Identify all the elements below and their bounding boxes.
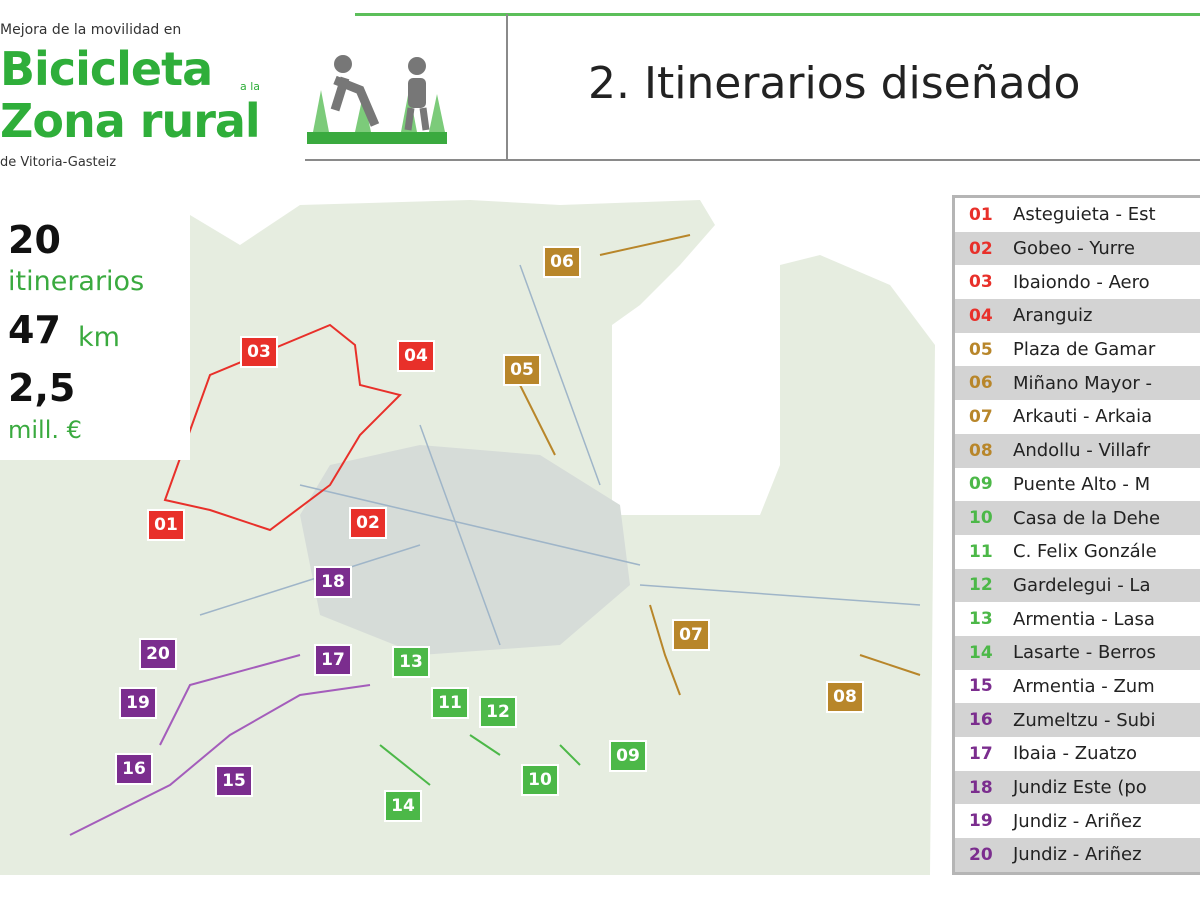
legend-row: 02 Gobeo - Yurre xyxy=(955,231,1200,266)
legend-route-name: Arkauti - Arkaia xyxy=(1013,406,1153,428)
itineraries-count: 20 xyxy=(8,218,61,262)
route-label-08: 08 xyxy=(828,683,862,711)
route-label-14: 14 xyxy=(386,792,420,820)
legend-number: 01 xyxy=(969,204,993,225)
legend-row: 17 Ibaia - Zuatzo xyxy=(955,737,1200,771)
route-map xyxy=(0,200,935,875)
header-accent-line xyxy=(355,13,1200,16)
legend-number: 09 xyxy=(969,474,993,495)
legend-route-name: Armentia - Lasa xyxy=(1013,608,1155,630)
legend-route-name: C. Felix Gonzále xyxy=(1013,541,1157,563)
legend-number: 08 xyxy=(969,440,993,461)
brand-line-2: Zona rural xyxy=(0,94,261,148)
cyclist-pedestrian-icon xyxy=(307,55,447,144)
route-legend: 01 Asteguieta - Est 02 Gobeo - Yurre 03 Ibaio… xyxy=(952,195,1200,875)
route-label-15: 15 xyxy=(217,767,251,795)
legend-route-name: Lasarte - Berros xyxy=(1013,642,1156,664)
brand-subtitle-top: Mejora de la movilidad en xyxy=(0,22,182,38)
stats-panel: 20 itinerarios 47 km 2,5 mill. € xyxy=(0,210,190,460)
budget-label: mill. € xyxy=(8,416,82,444)
route-label-03: 03 xyxy=(242,338,276,366)
legend-row: 09 Puente Alto - M xyxy=(955,468,1200,502)
legend-number: 05 xyxy=(969,339,993,360)
legend-row: 11 C. Felix Gonzále xyxy=(955,535,1200,569)
legend-row: 03 Ibaiondo - Aero xyxy=(955,265,1200,299)
legend-number: 12 xyxy=(969,575,993,596)
route-label-11: 11 xyxy=(433,689,467,717)
legend-route-name: Ibaiondo - Aero xyxy=(1013,271,1150,293)
km-label: km xyxy=(78,322,120,353)
route-label-18: 18 xyxy=(316,568,350,596)
header-divider xyxy=(305,159,1200,161)
legend-number: 07 xyxy=(969,406,993,427)
legend-row: 19 Jundiz - Ariñez xyxy=(955,804,1200,838)
route-label-10: 10 xyxy=(523,766,557,794)
legend-route-name: Casa de la Dehe xyxy=(1013,507,1161,529)
legend-route-name: Puente Alto - M xyxy=(1013,473,1151,495)
legend-route-name: Ibaia - Zuatzo xyxy=(1013,743,1138,765)
legend-row: 14 Lasarte - Berros xyxy=(955,635,1200,670)
legend-row: 13 Armentia - Lasa xyxy=(955,602,1200,636)
legend-route-name: Plaza de Gamar xyxy=(1013,339,1156,361)
legend-number: 16 xyxy=(969,710,993,731)
route-label-02: 02 xyxy=(351,509,385,537)
route-label-13: 13 xyxy=(394,648,428,676)
legend-number: 20 xyxy=(969,844,993,865)
km-value: 47 xyxy=(8,308,61,352)
route-label-12: 12 xyxy=(481,698,515,726)
route-label-16: 16 xyxy=(117,755,151,783)
legend-route-name: Armentia - Zum xyxy=(1013,675,1155,697)
route-label-19: 19 xyxy=(121,689,155,717)
route-label-01: 01 xyxy=(149,511,183,539)
route-label-04: 04 xyxy=(399,342,433,370)
legend-route-name: Aranguiz xyxy=(1013,305,1093,327)
legend-number: 06 xyxy=(969,373,993,394)
legend-route-name: Gardelegui - La xyxy=(1013,574,1151,596)
brand-subtitle-bottom: de Vitoria-Gasteiz xyxy=(0,155,117,170)
legend-row: 16 Zumeltzu - Subi xyxy=(955,703,1200,737)
legend-route-name: Andollu - Villafr xyxy=(1013,440,1151,462)
legend-number: 14 xyxy=(969,642,993,663)
legend-number: 19 xyxy=(969,811,993,832)
legend-row: 06 Miñano Mayor - xyxy=(955,366,1200,401)
legend-number: 11 xyxy=(969,541,993,562)
legend-number: 18 xyxy=(969,777,993,798)
itineraries-label: itinerarios xyxy=(8,266,145,297)
legend-route-name: Asteguieta - Est xyxy=(1013,204,1156,226)
header-vertical-divider xyxy=(506,14,508,160)
brand-line-1: Bicicleta xyxy=(0,42,213,96)
legend-route-name: Jundiz Este (po xyxy=(1013,777,1147,799)
legend-row: 20 Jundiz - Ariñez xyxy=(955,838,1200,872)
legend-number: 17 xyxy=(969,743,993,764)
legend-number: 02 xyxy=(969,238,993,259)
legend-route-name: Gobeo - Yurre xyxy=(1013,238,1135,260)
legend-number: 04 xyxy=(969,305,993,326)
legend-row: 08 Andollu - Villafr xyxy=(955,433,1200,468)
route-label-17: 17 xyxy=(316,646,350,674)
legend-route-name: Jundiz - Ariñez xyxy=(1013,810,1142,832)
legend-route-name: Jundiz - Ariñez xyxy=(1013,844,1142,866)
legend-route-name: Miñano Mayor - xyxy=(1013,372,1152,394)
route-label-07: 07 xyxy=(674,621,708,649)
legend-row: 05 Plaza de Gamar xyxy=(955,333,1200,367)
legend-route-name: Zumeltzu - Subi xyxy=(1013,709,1156,731)
legend-row: 18 Jundiz Este (po xyxy=(955,770,1200,805)
brand-connector: a la xyxy=(240,80,261,93)
route-label-20: 20 xyxy=(141,640,175,668)
legend-number: 15 xyxy=(969,676,993,697)
route-label-06: 06 xyxy=(545,248,579,276)
legend-row: 12 Gardelegui - La xyxy=(955,568,1200,603)
route-label-05: 05 xyxy=(505,356,539,384)
legend-number: 13 xyxy=(969,609,993,630)
legend-row: 15 Armentia - Zum xyxy=(955,670,1200,704)
legend-number: 03 xyxy=(969,272,993,293)
legend-row: 07 Arkauti - Arkaia xyxy=(955,400,1200,434)
legend-row: 10 Casa de la Dehe xyxy=(955,501,1200,535)
budget-value: 2,5 xyxy=(8,366,76,410)
route-label-09: 09 xyxy=(611,742,645,770)
legend-row: 04 Aranguiz xyxy=(955,299,1200,333)
legend-row: 01 Asteguieta - Est xyxy=(955,198,1200,232)
legend-number: 10 xyxy=(969,508,993,529)
page-title: 2. Itinerarios diseñado xyxy=(588,58,1081,109)
